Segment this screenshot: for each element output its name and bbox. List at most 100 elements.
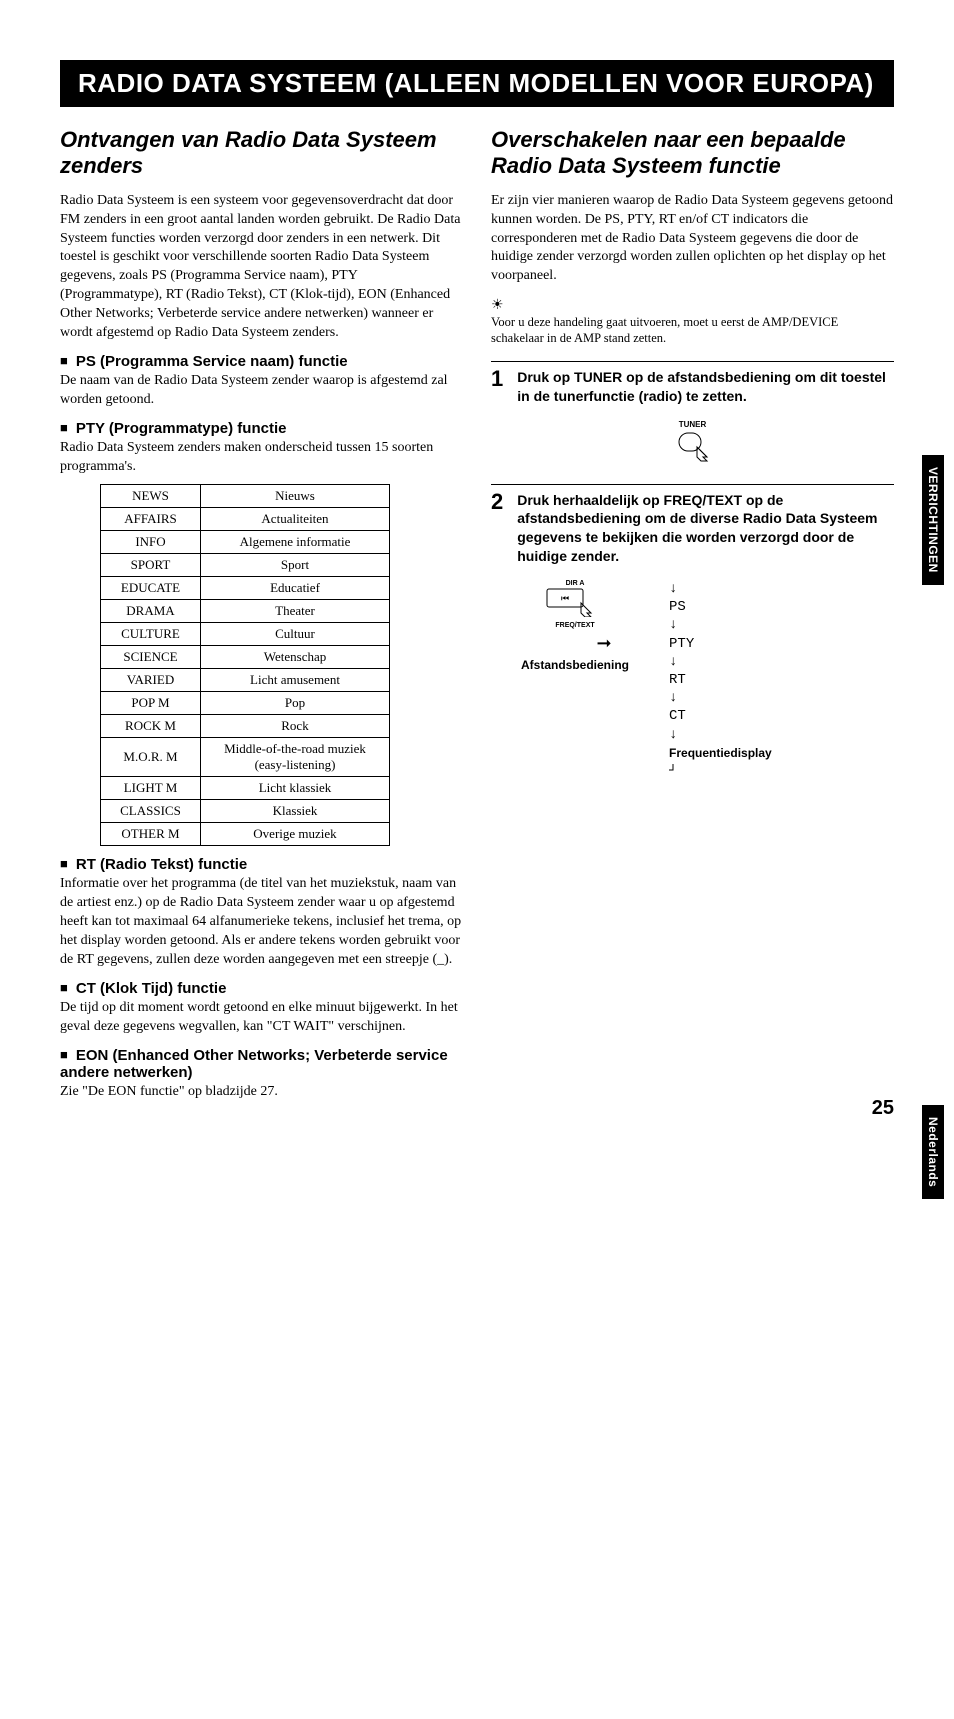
rt-heading: ■RT (Radio Tekst) functie: [60, 856, 463, 873]
tip-icon: ☀: [491, 298, 504, 313]
pty-code: CLASSICS: [101, 800, 201, 823]
cycle-arrow-icon: ↓: [669, 580, 779, 598]
tab-nederlands: Nederlands: [922, 1105, 944, 1199]
step-1-text: Druk op TUNER op de afstandsbediening om…: [517, 368, 894, 406]
pty-code: LIGHT M: [101, 777, 201, 800]
cycle-arrow-icon: ↓: [669, 726, 779, 744]
pty-description: Overige muziek: [201, 823, 390, 846]
pty-heading: ■PTY (Programmatype) functie: [60, 420, 463, 437]
left-intro: Radio Data Systeem is een systeem voor g…: [60, 192, 463, 343]
cycle-return-arrow-icon: [669, 760, 779, 774]
eon-heading-text: EON (Enhanced Other Networks; Verbeterde…: [60, 1047, 448, 1081]
pty-code: INFO: [101, 531, 201, 554]
right-intro: Er zijn vier manieren waarop de Radio Da…: [491, 192, 894, 286]
pty-description: Licht amusement: [201, 669, 390, 692]
right-section-title: Overschakelen naar een bepaalde Radio Da…: [491, 127, 894, 180]
step-divider-1: [491, 361, 894, 362]
pty-description: Rock: [201, 715, 390, 738]
cycle-arrow-icon: ↓: [669, 653, 779, 671]
table-row: AFFAIRSActualiteiten: [101, 508, 390, 531]
freq-button-icon: ⏮: [545, 587, 605, 617]
table-row: SCIENCEWetenschap: [101, 646, 390, 669]
pty-heading-text: PTY (Programmatype) functie: [76, 420, 287, 437]
pty-description: Nieuws: [201, 485, 390, 508]
table-row: DRAMATheater: [101, 600, 390, 623]
pty-description: Sport: [201, 554, 390, 577]
pty-code: POP M: [101, 692, 201, 715]
pty-body: Radio Data Systeem zenders maken ondersc…: [60, 439, 463, 477]
cycle-arrow-icon: ↓: [669, 616, 779, 634]
cycle-list: ↓ PS ↓ PTY ↓ RT ↓ CT ↓ Frequentiedisplay: [669, 580, 779, 779]
two-column-layout: Ontvangen van Radio Data Systeem zenders…: [60, 127, 894, 1110]
step-2-number: 2: [491, 491, 503, 567]
table-row: ROCK MRock: [101, 715, 390, 738]
cycle-item: RT: [669, 672, 686, 688]
step-2-text: Druk herhaaldelijk op FREQ/TEXT op de af…: [517, 491, 894, 567]
pty-code: OTHER M: [101, 823, 201, 846]
tab-verrichtingen: VERRICHTINGEN: [922, 455, 944, 585]
table-row: M.O.R. MMiddle-of-the-road muziek (easy-…: [101, 738, 390, 777]
freq-display-label: Frequentiedisplay: [669, 746, 779, 760]
ps-heading-text: PS (Programma Service naam) functie: [76, 353, 348, 370]
note-text: Voor u deze handeling gaat uitvoeren, mo…: [491, 314, 894, 347]
pty-description: Middle-of-the-road muziek (easy-listenin…: [201, 738, 390, 777]
remote-label: Afstandsbediening: [521, 658, 629, 672]
arrow-right-icon: ➞: [579, 633, 629, 654]
pty-description: Theater: [201, 600, 390, 623]
ps-body: De naam van de Radio Data Systeem zender…: [60, 372, 463, 410]
remote-button-icon: [673, 429, 713, 465]
freq-button-block: DIR A ⏮ FREQ/TEXT ➞ Afstandsbediening: [521, 580, 629, 672]
ct-heading-text: CT (Klok Tijd) functie: [76, 980, 227, 997]
cycle-item: PTY: [669, 636, 694, 652]
pty-code: AFFAIRS: [101, 508, 201, 531]
freq-text-diagram: DIR A ⏮ FREQ/TEXT ➞ Afstandsbediening ↓ …: [491, 580, 894, 779]
table-row: NEWSNieuws: [101, 485, 390, 508]
pty-code: M.O.R. M: [101, 738, 201, 777]
step-1-number: 1: [491, 368, 503, 406]
pty-code: SPORT: [101, 554, 201, 577]
pty-description: Educatief: [201, 577, 390, 600]
pty-code: DRAMA: [101, 600, 201, 623]
pty-description: Cultuur: [201, 623, 390, 646]
svg-text:⏮: ⏮: [561, 593, 569, 603]
pty-table: NEWSNieuwsAFFAIRSActualiteitenINFOAlgeme…: [100, 484, 390, 846]
left-section-title: Ontvangen van Radio Data Systeem zenders: [60, 127, 463, 180]
pty-description: Pop: [201, 692, 390, 715]
pty-description: Klassiek: [201, 800, 390, 823]
pty-description: Wetenschap: [201, 646, 390, 669]
cycle-item: CT: [669, 708, 686, 724]
pty-description: Algemene informatie: [201, 531, 390, 554]
ct-body: De tijd op dit moment wordt getoond en e…: [60, 999, 463, 1037]
pty-code: SCIENCE: [101, 646, 201, 669]
dir-a-label: DIR A: [521, 580, 629, 587]
pty-code: ROCK M: [101, 715, 201, 738]
tuner-button-diagram: TUNER: [491, 420, 894, 470]
table-row: SPORTSport: [101, 554, 390, 577]
tuner-label: TUNER: [491, 420, 894, 429]
step-2: 2 Druk herhaaldelijk op FREQ/TEXT op de …: [491, 491, 894, 567]
eon-body: Zie "De EON functie" op bladzijde 27.: [60, 1083, 463, 1102]
pty-description: Actualiteiten: [201, 508, 390, 531]
right-column: Overschakelen naar een bepaalde Radio Da…: [491, 127, 894, 1110]
table-row: LIGHT MLicht klassiek: [101, 777, 390, 800]
table-row: CULTURECultuur: [101, 623, 390, 646]
rt-heading-text: RT (Radio Tekst) functie: [76, 856, 247, 873]
step-1: 1 Druk op TUNER op de afstandsbediening …: [491, 368, 894, 406]
page-number: 25: [872, 1097, 894, 1120]
eon-heading: ■EON (Enhanced Other Networks; Verbeterd…: [60, 1047, 463, 1081]
table-row: OTHER MOverige muziek: [101, 823, 390, 846]
rt-body: Informatie over het programma (de titel …: [60, 875, 463, 969]
left-column: Ontvangen van Radio Data Systeem zenders…: [60, 127, 463, 1110]
cycle-item: PS: [669, 599, 686, 615]
note-block: ☀: [491, 296, 894, 314]
pty-code: EDUCATE: [101, 577, 201, 600]
cycle-arrow-icon: ↓: [669, 689, 779, 707]
step-divider-2: [491, 484, 894, 485]
table-row: EDUCATEEducatief: [101, 577, 390, 600]
pty-code: VARIED: [101, 669, 201, 692]
pty-code: NEWS: [101, 485, 201, 508]
ct-heading: ■CT (Klok Tijd) functie: [60, 980, 463, 997]
page-title-bar: RADIO DATA SYSTEEM (ALLEEN MODELLEN VOOR…: [60, 60, 894, 107]
side-tabs: VERRICHTINGEN Nederlands: [922, 455, 944, 1719]
table-row: INFOAlgemene informatie: [101, 531, 390, 554]
